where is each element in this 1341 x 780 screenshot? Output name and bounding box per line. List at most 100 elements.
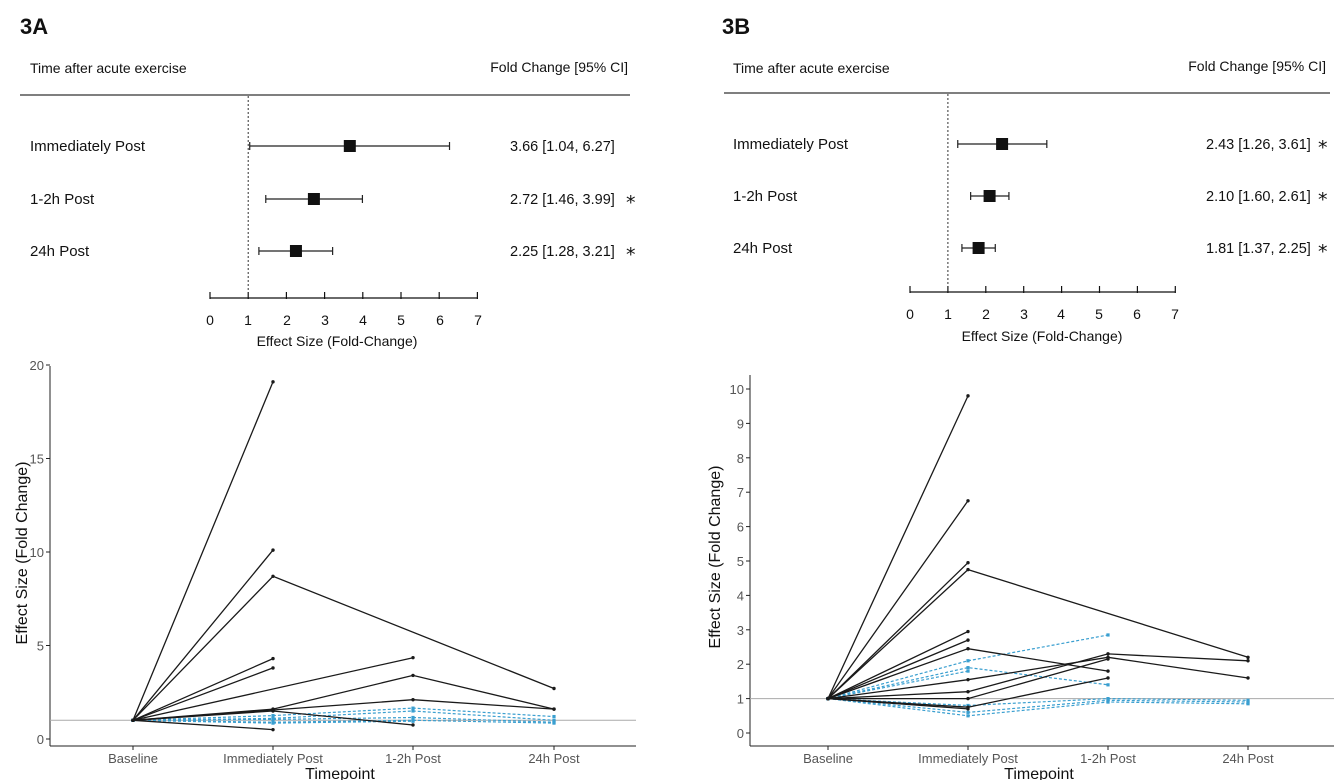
line-3b-series-0 [826,394,970,701]
forest-3a-tick-0: 0 [206,312,214,328]
forest-3b-tick-1: 1 [944,306,952,322]
forest-3a-estimate-2: 2.25 [1.28, 3.21] [510,244,615,260]
line-3b-ytick-1: 1 [737,692,744,707]
line-3a-series-14-point-2 [411,719,415,723]
line-3b-series-6-point-2 [1106,669,1110,673]
line-3b-series-12-point-1 [966,659,970,663]
line-3a-series-2-path [132,575,555,721]
line-3a-series-2 [131,574,556,722]
forest-3a-tick-6: 6 [436,312,444,328]
line-3b-series-15-point-3 [1246,698,1250,702]
forest-3b-xlabel: Effect Size (Fold-Change) [962,328,1123,344]
line-3b-series-13-path [827,666,1109,700]
line-3a-xtick-1-2h: 1-2h Post [385,751,441,766]
line-3b-series-12-point-2 [1106,633,1110,637]
forest-3b-row-label-2: 24h Post [733,240,793,257]
line-3b-series-11-path [827,697,969,710]
forest-3b-tick-4: 4 [1057,306,1065,322]
line-3b-series-14-point-1 [966,669,970,673]
forest-3a-point-0 [343,140,356,152]
line-3b-series-6-point-1 [966,647,970,651]
line-3a-series-11-point-3 [552,718,556,722]
forest-3a-header-left: Time after acute exercise [30,60,187,76]
line-3b-xtick-24h: 24h Post [1222,751,1274,766]
line-3a-series-4-path [132,667,274,721]
line-3b-ytick-3: 3 [737,623,744,638]
line-3b-series-15-point-2 [1106,697,1110,701]
line-3a-xtick-immediately: Immediately Post [223,751,323,766]
forest-3a-row-label-2: 24h Post [30,243,90,260]
line-3b-series-15-point-1 [966,703,970,708]
line-3b-series-7 [826,655,1250,701]
forest-3a-row-label-1: 1-2h Post [30,191,95,208]
line-3a-series-3-path [132,658,274,721]
line-3b-series-0-path [827,395,969,699]
line-3b-ytick-2: 2 [737,657,744,672]
line-3b-series-3-point-1 [966,567,970,572]
line-3b-ytick-8: 8 [737,451,744,466]
forest-3a-point-1 [307,193,320,205]
line-3a-ytick-5: 5 [37,639,44,654]
line-3a-series-4-point-1 [271,666,275,670]
line-3b-series-13-point-2 [1106,683,1110,687]
line-3a-series-9 [131,718,275,732]
forest-3b-tick-0: 0 [906,306,914,322]
line-3b-series-1 [826,499,970,701]
line-3a-series-13-point-3 [552,721,556,725]
line-3a-series-1 [131,548,275,722]
line-3b-xtick-immediately: Immediately Post [918,751,1018,766]
line-3a-series-10-point-2 [411,706,415,710]
line-3b-xtick-1-2h: 1-2h Post [1080,751,1136,766]
panel-3a-label: 3A [20,14,48,39]
forest-3b-estimate-0: 2.43 [1.26, 3.61] [1206,137,1311,153]
line-3b-xtick-baseline: Baseline [803,751,853,766]
forest-3a-estimate-1: 2.72 [1.46, 3.99] [510,192,615,208]
panel-3a-forest: 3A Time after acute exercise Fold Change… [20,14,636,349]
line-3a-series-5-point-1 [411,655,415,660]
forest-3b-header-right: Fold Change [95% CI] [1188,58,1326,74]
line-3b-xlabel: Timepoint [1004,766,1074,780]
line-3a-series-10-point-3 [552,714,556,719]
line-3b-ytick-7: 7 [737,485,744,500]
forest-3a-tick-5: 5 [397,312,405,328]
forest-3a-xlabel: Effect Size (Fold-Change) [257,333,418,349]
line-3b-series-7-point-1 [966,677,970,682]
line-3a-series-11-point-2 [411,709,415,713]
forest-3a-tick-7: 7 [474,312,482,328]
line-3a-series-7-point-3 [552,707,556,711]
line-3b-series-16 [826,697,1250,714]
line-3b-series-3 [826,567,1250,701]
line-3b-series-13-point-1 [966,666,970,670]
line-3b-series-11-point-1 [966,707,970,711]
line-3a-series-12-point-2 [411,715,415,720]
line-3a-xlabel: Timepoint [305,766,375,780]
line-3a-series-9-path [132,719,274,731]
line-3a-xtick-baseline: Baseline [108,751,158,766]
line-3a-series-8-point-2 [411,723,415,727]
line-3b-series-7-point-3 [1246,676,1250,680]
forest-3b-tick-3: 3 [1020,306,1028,322]
line-3b-series-16-point-2 [1106,698,1110,702]
forest-3a-tick-2: 2 [283,312,291,328]
line-3a-series-0 [131,380,275,722]
line-3b-series-10-point-2 [1106,676,1110,680]
line-3a-series-6-point-2 [411,673,415,678]
line-3b-series-5-path [827,639,969,700]
line-3b-ytick-9: 9 [737,416,744,431]
line-3a-ytick-10: 10 [30,545,44,560]
line-3b-series-17-path [827,698,1249,717]
line-3a-series-4 [131,666,275,722]
forest-3b-sig-1: * [1318,189,1328,211]
line-3b-series-11-point-0 [826,696,830,701]
line-3b-series-11 [826,696,970,711]
line-3a-series-2-point-2 [552,686,556,691]
forest-3a-sig-1: * [626,192,636,214]
line-3a-series-6-path [132,674,555,721]
line-3a-series-0-path [132,381,274,721]
forest-3b-row-label-0: Immediately Post [733,136,849,153]
line-3b-series-17 [826,697,1250,718]
forest-3b-header-left: Time after acute exercise [733,60,890,76]
line-3a-ytick-15: 15 [30,452,44,467]
line-3b-series-1-path [827,500,969,699]
forest-3b-row-label-1: 1-2h Post [733,188,798,205]
